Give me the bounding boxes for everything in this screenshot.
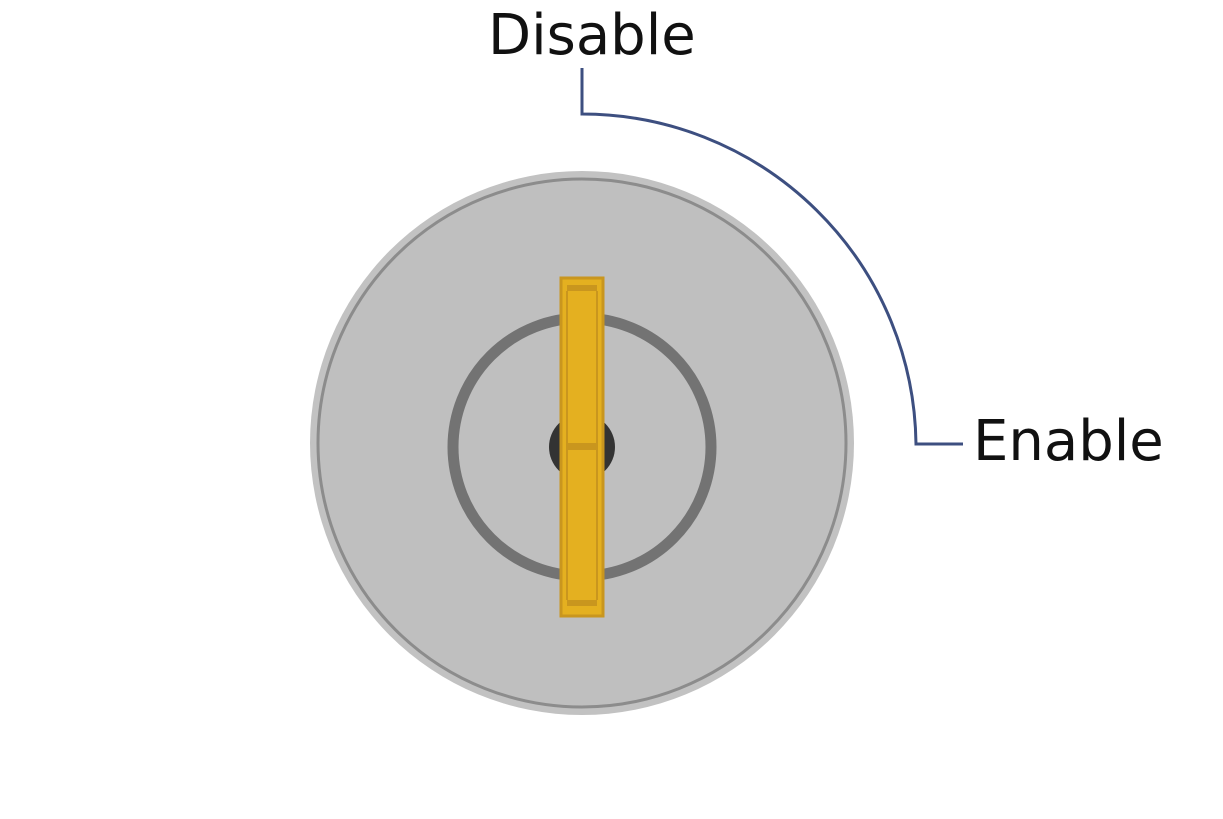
key-notch [567, 443, 597, 450]
disable-label: Disable [488, 3, 696, 68]
key-blade-icon [559, 276, 605, 618]
key-notch [567, 600, 597, 606]
key-notch [567, 285, 597, 291]
position-indicator-arc [580, 68, 963, 446]
enable-label: Enable [973, 409, 1164, 474]
